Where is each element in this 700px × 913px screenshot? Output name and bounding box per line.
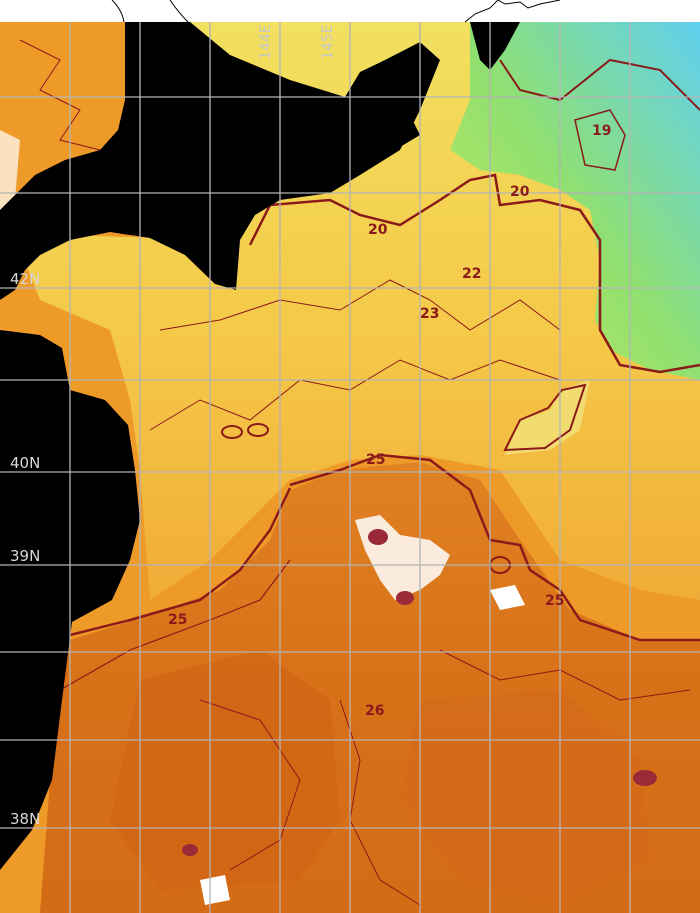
- lat-label-38n: 38N: [10, 810, 40, 828]
- lat-label-39n: 39N: [10, 547, 40, 565]
- contour-label: 20: [510, 184, 530, 200]
- contour-label: 25: [168, 612, 187, 628]
- contour-label: 22: [462, 266, 481, 282]
- contour-label: 20: [368, 222, 388, 238]
- cool-eddy: [505, 380, 590, 455]
- coastline-outline: [111, 0, 561, 23]
- graticule: [0, 22, 700, 913]
- warm-core: [110, 650, 340, 890]
- lon-label-145e: 145E: [320, 24, 336, 60]
- land-hokkaido: [0, 22, 440, 300]
- contour-label: 19: [592, 123, 611, 139]
- lat-label-40n: 40N: [10, 454, 40, 472]
- cloud-edge-spots: [182, 529, 657, 856]
- warm-core: [400, 690, 650, 905]
- header-strip: [0, 0, 700, 22]
- cold-water-region: [450, 22, 700, 380]
- land-kuril: [470, 22, 520, 70]
- land-island: [380, 105, 420, 150]
- contour-label: 25: [545, 593, 564, 609]
- lat-label-42n: 42N: [10, 270, 40, 288]
- contour-label: 26: [365, 703, 384, 719]
- contour-label: 25: [366, 452, 385, 468]
- contour-label: 23: [420, 306, 439, 322]
- lon-label-144e: 144E: [258, 24, 274, 60]
